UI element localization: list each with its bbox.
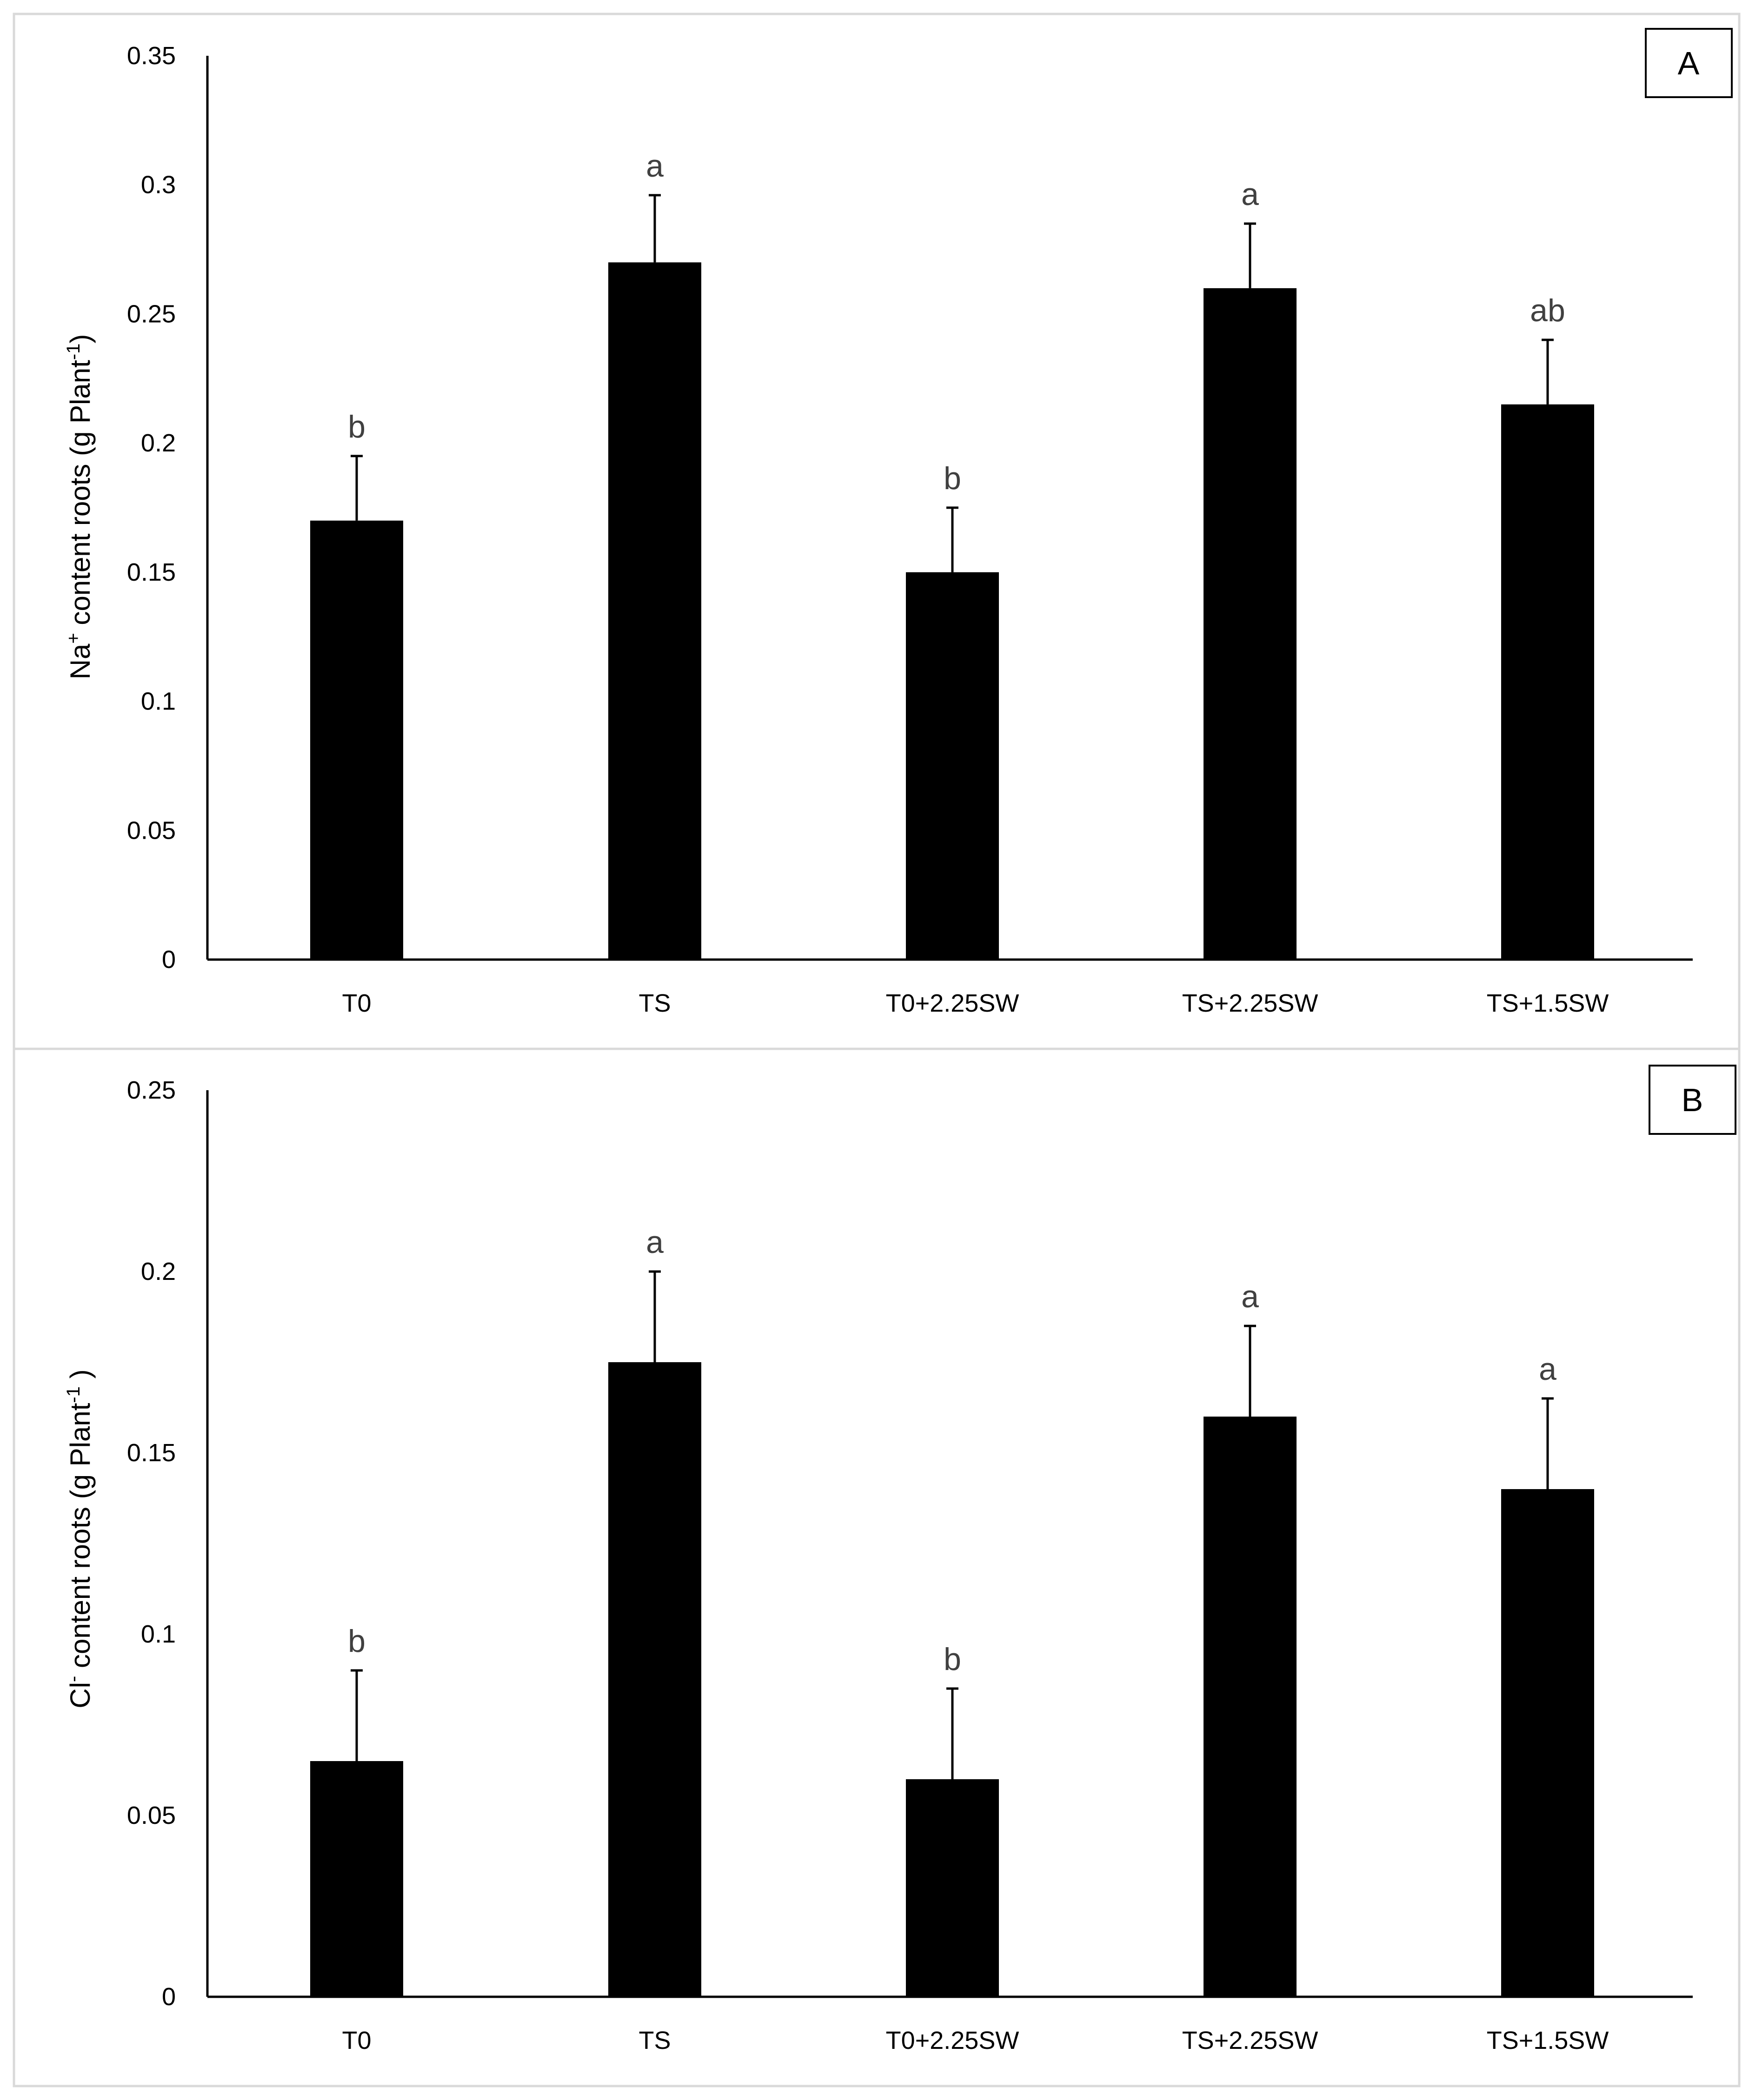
panel-b: 0 0.05 0.1 0.15 0.2 0.25 b T0 a TS b T0+2.25SW a TS+2…: [13, 1047, 1741, 2087]
panel-a-category-label: T0+2.25SW: [886, 989, 1019, 1017]
panel-b-bar-ts-1-5sw: [1501, 1489, 1594, 1997]
panel-b-y-tick-label: 0.1: [141, 1620, 176, 1648]
panel-b-category-label: TS+2.25SW: [1182, 2027, 1318, 2054]
panel-b-bar-ts: [608, 1362, 701, 1997]
panel-a-significance-letter: b: [348, 409, 366, 444]
panel-a-y-tick-label: 0.15: [127, 558, 176, 586]
panel-a-bar-t0: [310, 520, 403, 960]
panel-a-letter: A: [1678, 45, 1700, 81]
panel-a-bar-ts-2-25sw: [1204, 288, 1297, 960]
panel-b-y-tick-label: 0: [162, 1983, 176, 2011]
panel-b-category-label: T0+2.25SW: [886, 2027, 1019, 2054]
panel-a-significance-letter: a: [646, 148, 664, 184]
panel-a-bar-t0-2-25sw: [906, 572, 999, 960]
panel-a-y-tick-label: 0.05: [127, 816, 176, 844]
panel-b-y-axis-label: Cl- content roots (g Plant-1 ): [63, 1369, 96, 1708]
panel-b-significance-letter: a: [1241, 1279, 1259, 1314]
panel-b-y-tick-label: 0.25: [127, 1076, 176, 1104]
panel-a-y-tick-label: 0.35: [127, 42, 176, 70]
panel-b-significance-letter: b: [348, 1623, 366, 1659]
panel-b-y-tick-label: 0.2: [141, 1258, 176, 1285]
panel-a-significance-letter: ab: [1530, 293, 1565, 328]
panel-a-category-label: TS+2.25SW: [1182, 989, 1318, 1017]
panel-b-y-tick-label: 0.05: [127, 1802, 176, 1829]
panel-a-category-label: TS: [638, 989, 671, 1017]
panel-a-y-tick-label: 0.25: [127, 300, 176, 328]
panel-a-category-label: TS+1.5SW: [1487, 989, 1609, 1017]
panel-b-bar-ts-2-25sw: [1204, 1417, 1297, 1997]
panel-b-significance-letter: a: [646, 1225, 664, 1260]
panel-b-bar-t0: [310, 1761, 403, 1997]
panel-a-letter-box: [1645, 28, 1733, 98]
panel-a: 0 0.05 0.1 0.15 0.2 0.25 0.3 0.35 b T0 a TS b T0+2.25…: [13, 13, 1741, 1050]
panel-a-category-label: T0: [342, 989, 371, 1017]
panel-b-letter-box: [1649, 1065, 1736, 1135]
panel-b-significance-letter: b: [944, 1642, 961, 1677]
panel-b-bar-t0-2-25sw: [906, 1779, 999, 1997]
panel-a-y-tick-label: 0: [162, 946, 176, 974]
panel-b-y-tick-label: 0.15: [127, 1439, 176, 1467]
panel-a-significance-letter: a: [1241, 177, 1259, 212]
panel-b-frame: [13, 1047, 1741, 2087]
panel-b-plot-area: 0 0.05 0.1 0.15 0.2 0.25 b T0 a TS b T0+2.25SW a TS+2…: [127, 1076, 1609, 2054]
panel-b-significance-letter: a: [1539, 1351, 1556, 1387]
panel-a-bar-ts: [608, 262, 701, 960]
panel-a-y-tick-label: 0.2: [141, 429, 176, 457]
panel-a-bar-ts-1-5sw: [1501, 404, 1594, 960]
panel-a-y-axis-label: Na+ content roots (g Plant-1): [63, 334, 96, 680]
panel-a-significance-letter: b: [944, 461, 961, 496]
panel-a-y-tick-label: 0.3: [141, 171, 176, 199]
panel-b-category-label: TS: [638, 2027, 671, 2054]
panel-b-category-label: TS+1.5SW: [1487, 2027, 1609, 2054]
panel-b-category-label: T0: [342, 2027, 371, 2054]
panel-a-plot-area: 0 0.05 0.1 0.15 0.2 0.25 0.3 0.35 b T0 a TS b T0+2.25…: [127, 42, 1609, 1017]
panel-b-letter: B: [1682, 1082, 1703, 1118]
panel-a-y-tick-label: 0.1: [141, 688, 176, 715]
panel-a-frame: [13, 13, 1741, 1050]
